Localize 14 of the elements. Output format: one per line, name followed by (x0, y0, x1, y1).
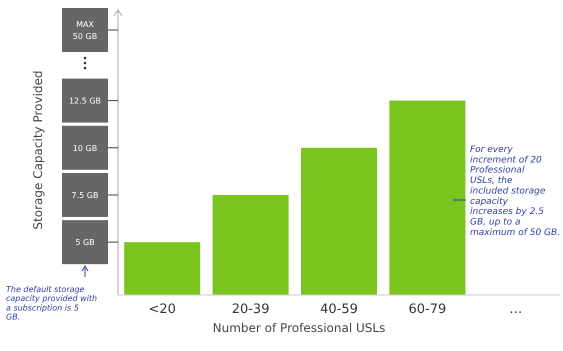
text: For every increment of 20 Professional USLs, the included storage capacity increases by 2.5 GB, up to a maximum of 50 GB. (470, 145, 560, 238)
x-axis-title: Number of Professional USLs (212, 321, 386, 335)
x-tick-label: 20-39 (232, 302, 270, 317)
y-tick-label: 10 GB (72, 144, 98, 153)
y-axis-title: Storage Capacity Provided (31, 70, 45, 230)
x-tick-label: 40-59 (320, 302, 358, 317)
x-tick-label: … (509, 302, 522, 317)
text: The default storage capacity provided with a subscription is 5 GB. (6, 285, 98, 322)
y-tick-label: 12.5 GB (68, 96, 102, 106)
x-tick-label: <20 (148, 302, 176, 317)
y-tick-label: 7.5 GB (72, 190, 98, 200)
text: MAX 50 GB (72, 20, 98, 41)
y-tick-label: 5 GB (75, 238, 95, 248)
x-tick-label: 60-79 (408, 302, 446, 317)
